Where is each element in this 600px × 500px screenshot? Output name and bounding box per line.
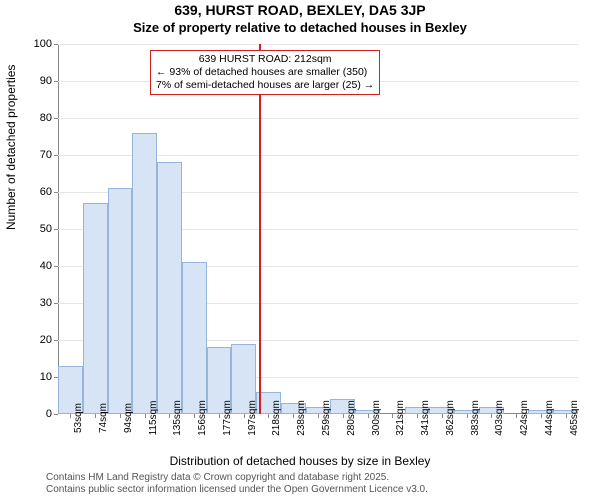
y-tick-label: 100 (22, 38, 52, 50)
x-tick-label: 156sqm (197, 400, 208, 436)
y-tick-label: 70 (22, 149, 52, 161)
reference-vline (259, 44, 261, 414)
histogram-bar (182, 262, 207, 414)
x-tick-label: 321sqm (395, 400, 406, 436)
x-tick-label: 465sqm (569, 400, 580, 436)
x-tick-label: 341sqm (420, 400, 431, 436)
x-tick-mark (268, 414, 269, 418)
y-tick-mark (54, 414, 58, 415)
plot-area: 010203040506070809010053sqm74sqm94sqm115… (58, 44, 578, 414)
grid-line (58, 44, 578, 45)
x-tick-mark (442, 414, 443, 418)
x-tick-mark (516, 414, 517, 418)
x-tick-label: 383sqm (470, 400, 481, 436)
x-tick-label: 280sqm (346, 400, 357, 436)
x-tick-mark (566, 414, 567, 418)
y-tick-label: 10 (22, 371, 52, 383)
x-tick-label: 238sqm (296, 400, 307, 436)
histogram-bar (157, 162, 182, 414)
x-tick-mark (169, 414, 170, 418)
histogram-bar (83, 203, 108, 414)
y-tick-mark (54, 266, 58, 267)
y-tick-mark (54, 118, 58, 119)
x-tick-label: 424sqm (519, 400, 530, 436)
attribution-line2: Contains public sector information licen… (46, 484, 428, 496)
x-tick-label: 403sqm (494, 400, 505, 436)
x-tick-label: 300sqm (371, 400, 382, 436)
x-tick-mark (293, 414, 294, 418)
histogram-bar (108, 188, 133, 414)
x-tick-label: 362sqm (445, 400, 456, 436)
x-tick-mark (219, 414, 220, 418)
x-tick-mark (145, 414, 146, 418)
x-tick-mark (194, 414, 195, 418)
x-tick-label: 444sqm (544, 400, 555, 436)
y-tick-mark (54, 44, 58, 45)
x-tick-mark (70, 414, 71, 418)
y-tick-mark (54, 340, 58, 341)
x-tick-label: 94sqm (123, 403, 134, 433)
y-tick-label: 60 (22, 186, 52, 198)
x-tick-mark (368, 414, 369, 418)
attribution-line1: Contains HM Land Registry data © Crown c… (46, 472, 428, 484)
y-tick-label: 0 (22, 408, 52, 420)
x-tick-label: 177sqm (222, 400, 233, 436)
x-tick-mark (120, 414, 121, 418)
x-tick-mark (541, 414, 542, 418)
y-tick-mark (54, 155, 58, 156)
y-tick-label: 50 (22, 223, 52, 235)
x-tick-label: 197sqm (247, 400, 258, 436)
x-axis-label: Distribution of detached houses by size … (0, 454, 600, 468)
y-tick-mark (54, 192, 58, 193)
x-tick-label: 259sqm (321, 400, 332, 436)
x-tick-mark (318, 414, 319, 418)
x-tick-mark (244, 414, 245, 418)
x-tick-label: 74sqm (98, 403, 109, 433)
y-axis-label: Number of detached properties (4, 65, 18, 230)
chart-title-main: 639, HURST ROAD, BEXLEY, DA5 3JP (0, 2, 600, 18)
y-tick-mark (54, 229, 58, 230)
x-tick-mark (491, 414, 492, 418)
y-tick-mark (54, 81, 58, 82)
x-tick-label: 53sqm (73, 403, 84, 433)
annotation-line1: 639 HURST ROAD: 212sqm (156, 53, 374, 66)
annotation-box: 639 HURST ROAD: 212sqm ← 93% of detached… (150, 50, 380, 95)
x-tick-label: 135sqm (172, 400, 183, 436)
x-tick-mark (343, 414, 344, 418)
y-tick-mark (54, 303, 58, 304)
y-tick-label: 20 (22, 334, 52, 346)
annotation-line3: 7% of semi-detached houses are larger (2… (156, 79, 374, 92)
y-tick-label: 90 (22, 75, 52, 87)
attribution-text: Contains HM Land Registry data © Crown c… (46, 472, 428, 496)
annotation-line2: ← 93% of detached houses are smaller (35… (156, 66, 374, 79)
chart-title-sub: Size of property relative to detached ho… (0, 20, 600, 35)
x-tick-mark (95, 414, 96, 418)
x-tick-mark (392, 414, 393, 418)
x-tick-mark (467, 414, 468, 418)
y-tick-label: 80 (22, 112, 52, 124)
x-tick-mark (417, 414, 418, 418)
y-tick-label: 30 (22, 297, 52, 309)
grid-line (58, 118, 578, 119)
x-tick-label: 115sqm (148, 401, 159, 436)
y-tick-label: 40 (22, 260, 52, 272)
x-tick-label: 218sqm (271, 400, 282, 436)
histogram-bar (132, 133, 157, 414)
